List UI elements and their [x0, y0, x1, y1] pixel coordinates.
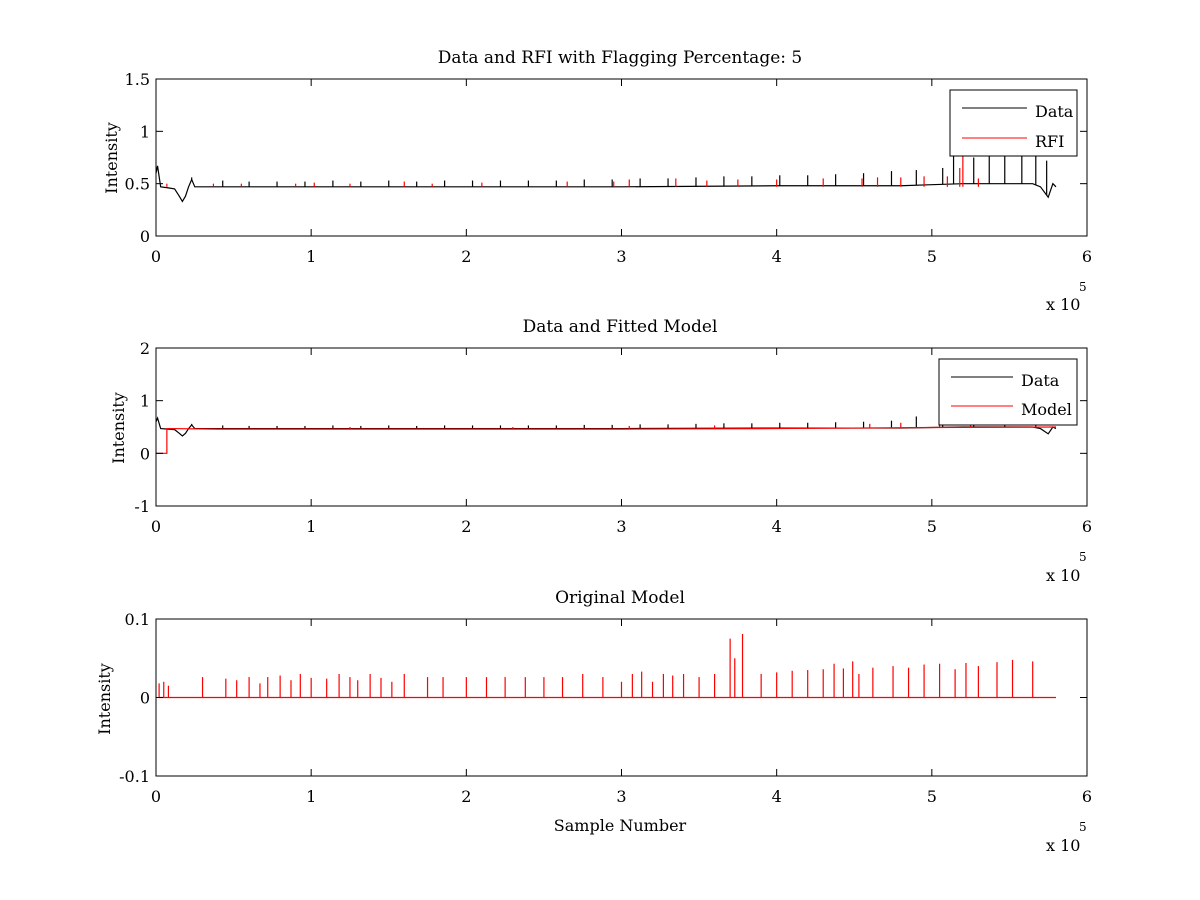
panel-3-xtick-label-3: 3 — [616, 787, 626, 806]
panel-2-xtick-label-1: 1 — [306, 517, 316, 536]
panel-2-legend: Data Model — [938, 358, 1078, 426]
panel-1-x-multiplier: x 10 — [1046, 295, 1080, 314]
panel-1-xtick-label-5: 5 — [927, 247, 937, 266]
panel-3-plot: 0 1 2 3 4 5 6-0.100.1 — [119, 610, 1092, 806]
panel-1-xtick-label-3: 3 — [616, 247, 626, 266]
panel-3-ytick-label-1: 0 — [140, 689, 150, 708]
panel-3-xtick-label-1: 1 — [306, 787, 316, 806]
panel-2-legend-label-data: Data — [1021, 371, 1060, 390]
panel-1-x-multiplier-exp: 5 — [1079, 280, 1087, 294]
panel-3-xtick-label-5: 5 — [927, 787, 937, 806]
panel-1-plot: 0 1 2 3 4 5 6 0 0.5 1 1.5 — [125, 70, 1093, 266]
panel-1-legend: Data RFI — [949, 89, 1078, 157]
panel-3-title: Original Model — [555, 588, 685, 608]
panel-2-legend-label-model: Model — [1021, 400, 1072, 419]
panel-2-xtick-label-4: 4 — [772, 517, 782, 536]
panel-2-xtick-label-5: 5 — [927, 517, 937, 536]
panel-2-legend-box — [938, 358, 1078, 426]
panel-2-ytick-label-3: 2 — [140, 339, 150, 358]
panel-3-xtick-label-2: 2 — [461, 787, 471, 806]
panel-1-ytick-label-0: 0 — [140, 227, 150, 246]
panel-3-xlabel: Sample Number — [554, 816, 687, 835]
panel-2-xtick-label-2: 2 — [461, 517, 471, 536]
panel-1-title: Data and RFI with Flagging Percentage: 5 — [438, 48, 802, 68]
panel-2-xtick-label-0: 0 — [151, 517, 161, 536]
panel-1-xtick-label-2: 2 — [461, 247, 471, 266]
panel-2-title: Data and Fitted Model — [523, 317, 718, 337]
panel-2-x-multiplier-exp: 5 — [1079, 550, 1087, 564]
panel-1-legend-label-rfi: RFI — [1035, 132, 1064, 151]
panel-1: Data and RFI with Flagging Percentage: 5… — [102, 48, 1092, 314]
panel-2-xtick-label-6: 6 — [1082, 517, 1092, 536]
panel-2-series-model-line — [156, 426, 1056, 454]
panel-2: Data and Fitted Model Intensity 0 1 2 3 4 5 6 -… — [109, 317, 1092, 585]
panel-1-ytick-label-3: 1.5 — [125, 70, 150, 89]
panel-3-ylabel: Intensity — [95, 663, 114, 735]
panel-1-series-data-line — [155, 165, 1057, 203]
panel-1-xtick-label-6: 6 — [1082, 247, 1092, 266]
panel-3: Original Model Intensity Sample Number 0… — [95, 588, 1092, 855]
panel-1-ylabel: Intensity — [102, 122, 121, 194]
panel-1-xtick-label-4: 4 — [772, 247, 782, 266]
panel-3-x-multiplier: x 10 — [1046, 836, 1080, 855]
panel-3-ytick-label-0: -0.1 — [119, 767, 150, 786]
panel-1-ytick-label-2: 1 — [140, 122, 150, 141]
panel-1-xtick-label-0: 0 — [151, 247, 161, 266]
panel-3-x-multiplier-exp: 5 — [1079, 820, 1087, 834]
panel-1-xtick-label-1: 1 — [306, 247, 316, 266]
panel-3-xtick-label-0: 0 — [151, 787, 161, 806]
panel-3-ytick-label-2: 0.1 — [125, 610, 150, 629]
panel-1-legend-label-data: Data — [1035, 102, 1074, 121]
panel-2-x-multiplier: x 10 — [1046, 566, 1080, 585]
panel-2-ytick-label-1: 0 — [140, 444, 150, 463]
panel-2-xtick-label-3: 3 — [616, 517, 626, 536]
panel-2-ylabel: Intensity — [109, 392, 128, 464]
panel-1-legend-box — [949, 89, 1078, 157]
panel-2-ytick-label-0: -1 — [134, 497, 150, 516]
panel-3-xtick-label-4: 4 — [772, 787, 782, 806]
panel-2-ytick-label-2: 1 — [140, 392, 150, 411]
panel-3-xtick-label-6: 6 — [1082, 787, 1092, 806]
panel-1-ytick-label-1: 0.5 — [125, 175, 150, 194]
